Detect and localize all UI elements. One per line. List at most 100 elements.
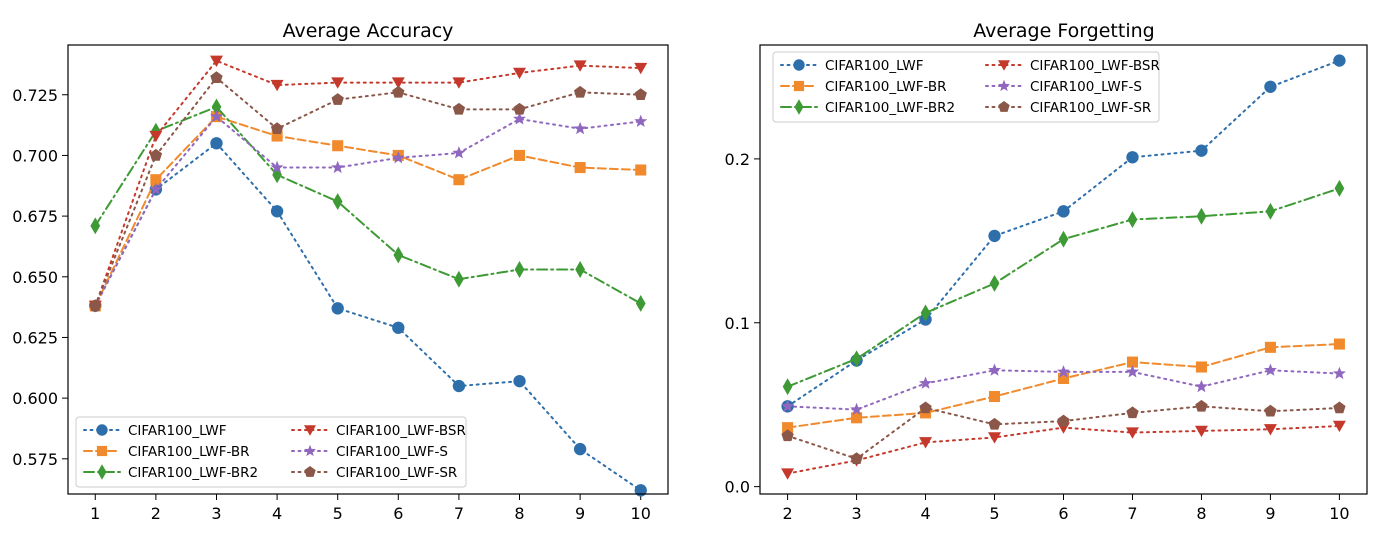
data-point [1265, 202, 1276, 220]
data-point [1125, 365, 1139, 378]
y-tick-label: 0.2 [725, 150, 750, 169]
data-point [392, 85, 405, 98]
data-point [149, 130, 163, 143]
series-line [94, 141, 642, 492]
legend-label: CIFAR100_LWF-BR2 [128, 465, 258, 481]
data-point [573, 60, 587, 72]
data-point [635, 295, 646, 312]
series-line [94, 115, 642, 307]
x-tick-label: 8 [1196, 504, 1206, 523]
y-tick-label: 0.700 [12, 146, 58, 165]
x-tick-label: 2 [151, 504, 161, 523]
data-point [1057, 205, 1070, 218]
data-point [851, 412, 863, 424]
data-point [782, 422, 794, 434]
data-point [1194, 379, 1208, 393]
data-point [270, 79, 284, 92]
data-point [1125, 427, 1139, 439]
x-tick-label: 7 [1127, 504, 1137, 523]
data-point [452, 379, 466, 393]
data-point [90, 217, 101, 235]
x-tick-label: 2 [782, 504, 792, 523]
data-point [1196, 207, 1207, 225]
x-tick-label: 10 [1329, 504, 1349, 523]
legend-frame [75, 416, 467, 488]
data-point [209, 109, 223, 123]
data-point [850, 452, 863, 465]
legend-label: CIFAR100_LWF-S [336, 444, 448, 460]
x-tick-label: 8 [514, 504, 524, 523]
series-line [94, 59, 642, 307]
data-point [452, 102, 466, 115]
data-point [1334, 179, 1345, 197]
data-point [781, 468, 795, 480]
y-tick-label: 0.575 [12, 450, 58, 469]
data-point [634, 484, 647, 497]
data-point [150, 174, 162, 186]
forgetting-chart: Average Forgetting 2 3 4 5 6 7 8 9 10 0.0 0.1 0.2 C… [725, 20, 1368, 523]
x-tick-label: 3 [211, 504, 221, 523]
data-point [514, 261, 525, 278]
data-point [573, 121, 587, 135]
legend-label: CIFAR100_LWF-BR [825, 79, 947, 95]
data-point [513, 102, 526, 115]
data-point [1057, 372, 1070, 384]
y-tick-label: 0.725 [12, 86, 58, 105]
accuracy-chart: Average Accuracy 1 2 3 4 5 6 7 8 9 10 0.575 0.600 0.… [12, 20, 669, 523]
data-point [271, 130, 283, 142]
axes-frame [759, 44, 1368, 495]
x-tick-label: 9 [575, 504, 585, 523]
data-point [331, 93, 344, 105]
data-point [781, 429, 794, 442]
legend-marker [998, 101, 1010, 112]
data-point [1264, 80, 1277, 93]
legend-marker [304, 466, 316, 477]
x-tick-label: 4 [272, 504, 282, 523]
data-point [850, 402, 864, 416]
legend-label: CIFAR100_LWF-BR [128, 444, 250, 460]
data-point [1126, 356, 1139, 368]
legend-label: CIFAR100_LWF-BR2 [825, 100, 955, 116]
x-tick-label: 7 [454, 504, 464, 523]
data-point [452, 77, 466, 89]
data-point [989, 274, 1000, 292]
data-point [920, 304, 931, 322]
x-tick-label: 5 [333, 504, 343, 523]
legend-label: CIFAR100_LWF [825, 58, 923, 74]
y-tick-label: 0.0 [725, 478, 750, 497]
data-point [988, 390, 1001, 403]
data-point [1057, 414, 1070, 427]
data-point [635, 164, 647, 176]
data-point [392, 321, 405, 334]
data-point [270, 160, 284, 174]
data-point [1263, 363, 1277, 376]
data-point [1057, 365, 1070, 378]
data-point [270, 205, 284, 218]
legend-frame [772, 51, 1160, 123]
data-point [1333, 401, 1346, 414]
data-point [393, 246, 404, 264]
legend-label: CIFAR100_LWF [128, 423, 226, 439]
data-point [1264, 404, 1277, 417]
data-point [1126, 406, 1139, 419]
legend-label: CIFAR100_LWF-S [1030, 79, 1142, 95]
data-point [573, 85, 587, 98]
legend-label: CIFAR100_LWF-BSR [336, 423, 466, 439]
data-point [454, 270, 464, 288]
data-point [210, 137, 223, 150]
data-point [1332, 420, 1346, 433]
axes-frame [67, 44, 669, 495]
data-point [1333, 54, 1346, 67]
legend: CIFAR100_LWF CIFAR100_LWF-BR CIFAR100_LWF-… [75, 416, 467, 488]
data-point [1058, 230, 1069, 248]
legend-marker [304, 444, 316, 457]
legend-marker [96, 424, 108, 436]
data-point [574, 162, 586, 174]
legend-marker [998, 60, 1010, 71]
data-point [89, 299, 102, 312]
y-tick-label: 0.650 [12, 268, 58, 287]
plot-area: 1 2 3 4 5 6 7 8 9 10 0.575 0.600 0.625 0.650 0.675 0.70… [12, 44, 669, 523]
legend-marker [97, 464, 107, 480]
data-point [988, 229, 1001, 243]
